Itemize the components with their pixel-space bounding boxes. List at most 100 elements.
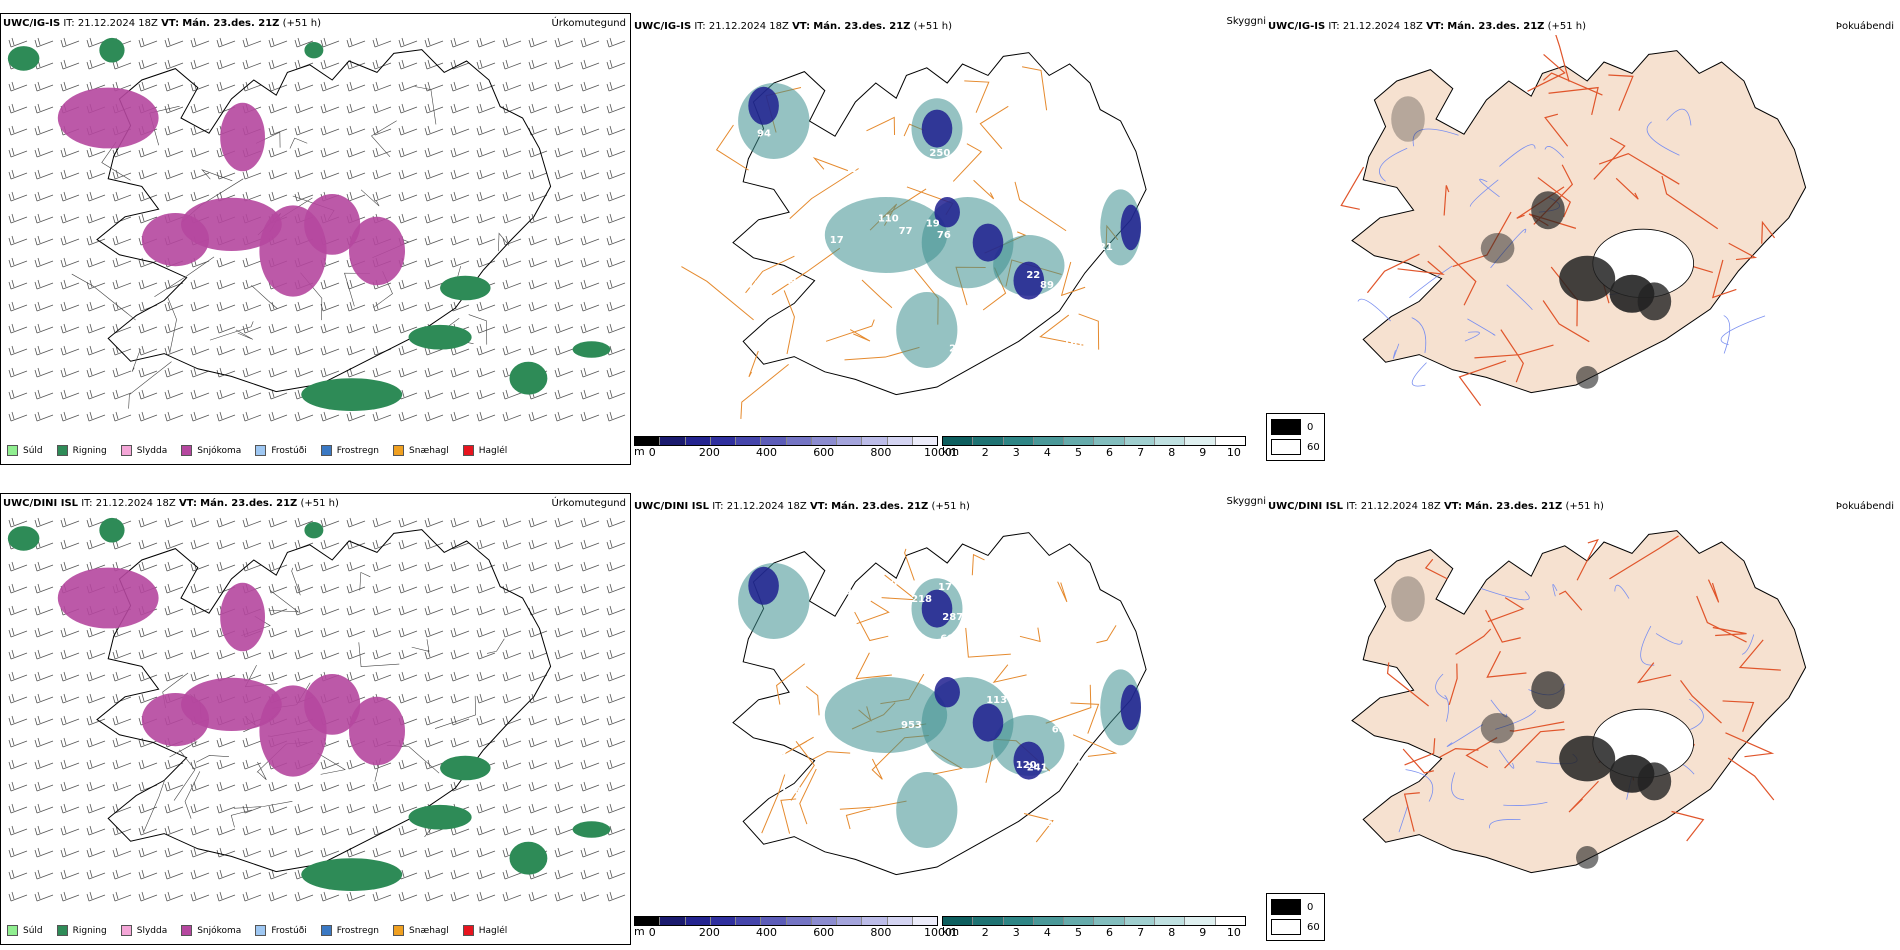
panel-title: UWC/DINI ISL IT: 21.12.2024 18Z VT: Mán.… <box>1268 501 1604 512</box>
wind-barb <box>450 649 470 660</box>
colorbar-tick: 200 <box>698 446 720 459</box>
wind-barb <box>294 103 314 114</box>
wind-barb <box>268 59 288 70</box>
wind-barb <box>242 869 262 880</box>
wind-barb <box>216 323 236 334</box>
wind-barb <box>8 781 28 792</box>
wind-barb <box>450 605 470 616</box>
colorbar-step <box>1124 917 1156 925</box>
wind-barb <box>528 103 548 114</box>
wind-barb <box>554 869 574 880</box>
wind-barb <box>190 803 210 814</box>
wind-barb <box>60 781 80 792</box>
wind-barb <box>268 301 288 312</box>
road-network <box>681 66 1119 419</box>
legend-label: Frostúði <box>271 925 307 936</box>
legend-label: Súld <box>23 925 43 936</box>
colorbar-tick: 3 <box>1012 926 1020 939</box>
wind-barb <box>554 147 574 158</box>
wind-barb <box>34 301 54 312</box>
wind-barb <box>528 345 548 356</box>
wind-barb <box>268 561 288 572</box>
wind-barb <box>398 627 418 638</box>
wind-barb <box>398 169 418 180</box>
wind-barb <box>320 323 340 334</box>
wind-barb <box>606 803 626 814</box>
wind-barb <box>112 891 132 902</box>
fog-key-label: 60 <box>1307 441 1320 453</box>
colorbar-tick: 1000 <box>924 446 952 459</box>
wind-barb <box>320 367 340 378</box>
low-cloud-area <box>972 703 1004 742</box>
wind-barb <box>424 191 444 202</box>
colorbar-step <box>1064 437 1095 445</box>
low-cloud-area <box>972 223 1004 262</box>
wind-barb <box>242 59 262 70</box>
fog-key-label: 0 <box>1307 421 1314 433</box>
colorbar-step <box>837 917 863 925</box>
wind-barb <box>216 81 236 92</box>
wind-barb <box>502 323 522 334</box>
wind-barb <box>242 759 262 770</box>
wind-barb <box>216 279 236 290</box>
legend-swatch <box>7 925 18 936</box>
legend-swatch <box>181 445 193 456</box>
wind-barb <box>580 671 600 682</box>
wind-barb <box>528 169 548 180</box>
wind-barb <box>34 869 54 880</box>
fog-area <box>1637 762 1672 801</box>
wind-barb <box>398 891 418 902</box>
wind-barb <box>86 323 106 334</box>
wind-barb <box>346 125 366 136</box>
cloud-base-label: 113 <box>986 695 1007 706</box>
wind-barb <box>60 345 80 356</box>
wind-barb <box>580 169 600 180</box>
colorbar-tick: 0 <box>648 926 656 939</box>
wind-barb <box>86 539 106 550</box>
colorbar-step <box>635 917 661 925</box>
wind-barb <box>320 125 340 136</box>
wind-barb <box>502 169 522 180</box>
wind-barb <box>242 389 262 400</box>
wind-barb <box>346 169 366 180</box>
rain-area <box>304 522 324 539</box>
wind-barb <box>606 517 626 528</box>
low-cloud-area <box>748 86 779 125</box>
wind-barb <box>372 323 392 334</box>
wind-barb <box>398 561 418 572</box>
wind-barb <box>294 781 314 792</box>
wind-barb <box>502 693 522 704</box>
wind-barb <box>138 627 158 638</box>
fog-panel-bottom: UWC/DINI ISL IT: 21.12.2024 18Z VT: Mán.… <box>1266 493 1900 945</box>
wind-barb <box>424 627 444 638</box>
wind-barb <box>606 37 626 48</box>
wind-barb <box>60 389 80 400</box>
visibility-panel-bottom: UWC/DINI ISL IT: 21.12.2024 18Z VT: Mán.… <box>632 493 1266 945</box>
fog-key-swatch <box>1271 419 1301 435</box>
wind-barb <box>606 213 626 224</box>
wind-barb <box>242 301 262 312</box>
wind-barb <box>424 59 444 70</box>
wind-barb <box>138 257 158 268</box>
coastline <box>732 532 1147 876</box>
wind-barb <box>320 627 340 638</box>
wind-barb <box>476 103 496 114</box>
fog-area <box>1559 255 1616 302</box>
wind-barb <box>476 803 496 814</box>
wind-barb <box>528 517 548 528</box>
wind-barb <box>346 323 366 334</box>
wind-barb <box>86 213 106 224</box>
wind-barb <box>268 345 288 356</box>
colorbar-tick: 5 <box>1074 446 1082 459</box>
colorbar-step <box>862 437 888 445</box>
wind-barb <box>580 235 600 246</box>
wind-barb <box>580 803 600 814</box>
wind-barb <box>502 389 522 400</box>
wind-barb <box>372 301 392 312</box>
colorbar-tick: 10 <box>1226 926 1241 939</box>
wind-barb <box>138 191 158 202</box>
cloud-base-label: 110 <box>878 214 899 225</box>
wind-barb <box>450 869 470 880</box>
colorbar-step <box>912 917 937 925</box>
legend-swatch <box>462 925 474 936</box>
